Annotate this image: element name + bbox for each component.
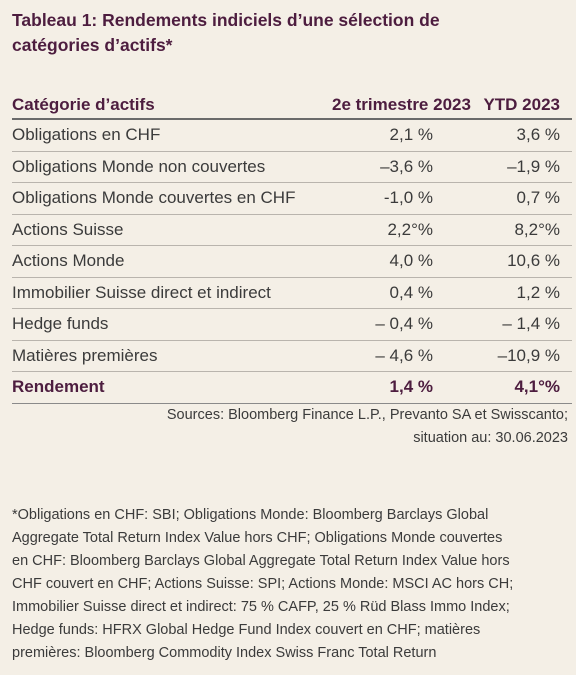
cell: 2e trimestre 2023 [332, 95, 471, 114]
cell: 0,4 % [389, 282, 433, 302]
cell: 2,2°% [387, 219, 433, 239]
cell: – 0,4 % [375, 314, 433, 334]
cell: –10,9 % [497, 345, 560, 365]
cell: YTD 2023 [483, 95, 560, 114]
total-row: Rendement 1,4 % 4,1°% [12, 372, 572, 404]
cell: 4,1°% [514, 377, 560, 397]
header-row: Catégorie d’actifs 2e trimestre 2023 YTD 2… [12, 92, 572, 120]
cell: Immobilier Suisse direct et indirect [12, 282, 271, 302]
footnote: *Obligations en CHF: SBI; Obligations Mo… [12, 504, 513, 665]
table-row: Hedge funds – 0,4 % – 1,4 % [12, 309, 572, 341]
cell: -1,0 % [383, 188, 433, 208]
cell: Hedge funds [12, 314, 109, 334]
table-row: Matières premières – 4,6 % –10,9 % [12, 341, 572, 372]
footnote-line: Immobilier Suisse direct et indirect: 75… [12, 599, 510, 615]
title: Tableau 1: Rendements indiciels d’une sé… [12, 8, 440, 58]
cell: 4,0 % [389, 251, 433, 271]
table-row: Obligations en CHF 2,1 % 3,6 % [12, 120, 572, 152]
cell: Catégorie d’actifs [12, 95, 155, 114]
cell: Matières premières [12, 345, 158, 365]
footnote-line: CHF couvert en CHF; Actions Suisse: SPI;… [12, 576, 514, 592]
source-line: situation au: 30.06.2023 [413, 430, 568, 446]
footnote-line: Hedge funds: HFRX Global Hedge Fund Inde… [12, 622, 481, 638]
footnote-line: en CHF: Bloomberg Barclays Global Aggreg… [12, 553, 510, 569]
cell: Actions Suisse [12, 219, 124, 239]
cell: 10,6 % [507, 251, 560, 271]
table-row: Actions Monde 4,0 % 10,6 % [12, 246, 572, 278]
footnote-line: premières: Bloomberg Commodity Index Swi… [12, 645, 437, 661]
cell: Obligations en CHF [12, 125, 161, 145]
table-row: Immobilier Suisse direct et indirect 0,4 … [12, 278, 572, 309]
cell: 1,2 % [516, 282, 560, 302]
source-line: Sources: Bloomberg Finance L.P., Prevant… [166, 407, 568, 423]
cell: 8,2°% [514, 219, 560, 239]
cell: –1,9 % [507, 156, 560, 176]
cell: 0,7 % [516, 188, 560, 208]
title-line: catégories d’actifs* [12, 35, 173, 55]
sources: Sources: Bloomberg Finance L.P., Prevant… [167, 404, 568, 450]
cell: – 4,6 % [375, 345, 433, 365]
cell: –3,6 % [380, 156, 433, 176]
cell: 3,6 % [516, 125, 560, 145]
table-row: Actions Suisse 2,2°% 8,2°% [12, 215, 572, 246]
table-row: Obligations Monde couvertes en CHF -1,0 %… [12, 183, 572, 215]
table-row: Obligations Monde non couvertes –3,6 % –1,… [12, 152, 572, 183]
footnote-line: *Obligations en CHF: SBI; Obligations Mo… [12, 507, 489, 523]
cell: Obligations Monde non couvertes [12, 156, 266, 176]
title-line: Tableau 1: Rendements indiciels d’une sé… [12, 10, 440, 30]
cell: – 1,4 % [502, 314, 560, 334]
cell: 1,4 % [389, 377, 433, 397]
footnote-line: Aggregate Total Return Index Value hors … [12, 530, 503, 546]
cell: 2,1 % [389, 125, 433, 145]
cell: Actions Monde [12, 251, 125, 271]
cell: Rendement [12, 377, 105, 397]
table: Catégorie d’actifs 2e trimestre 2023 YTD 2… [12, 92, 572, 404]
cell: Obligations Monde couvertes en CHF [12, 188, 296, 208]
